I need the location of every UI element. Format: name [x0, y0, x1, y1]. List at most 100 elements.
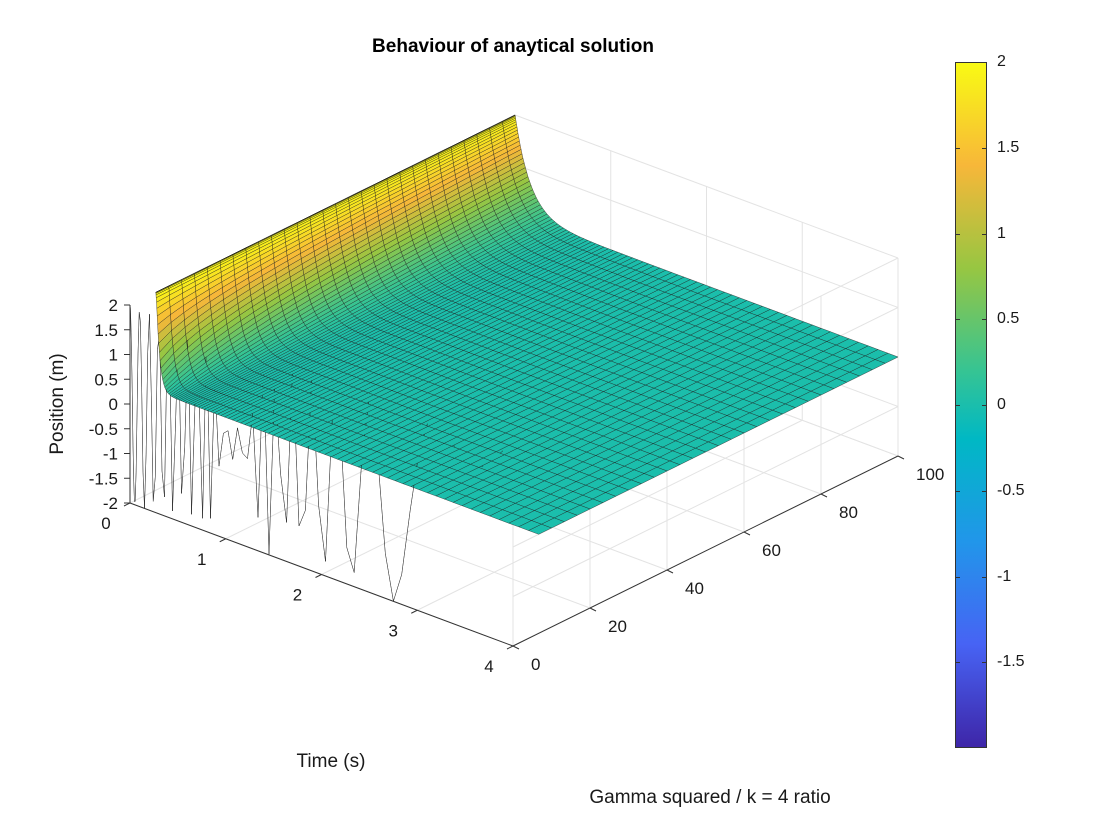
surface-patch: [393, 574, 402, 602]
y-axis-label: Gamma squared / k = 4 ratio: [589, 787, 830, 808]
surface-patch: [147, 314, 150, 353]
surface-patch: [206, 260, 220, 268]
y-tick-mark: [666, 569, 674, 574]
colorbar-tick-mark: [982, 319, 987, 321]
surface-patch: [181, 273, 195, 280]
surface-patch: [155, 285, 169, 293]
surface-patch: [283, 222, 297, 230]
colorbar-tick-mark: [955, 405, 960, 406]
surface-patch: [137, 311, 140, 354]
axes: [123, 304, 905, 650]
surface-patch: [271, 228, 285, 236]
surface-patch: [138, 311, 141, 322]
surface-patch: [161, 470, 165, 497]
y-tick-label: 60: [762, 541, 781, 560]
surface-patch: [450, 140, 464, 147]
z-tick-label: 0: [109, 395, 118, 414]
colorbar-tick-mark: [982, 405, 987, 406]
x-tick-mark: [123, 502, 131, 507]
surface-patch: [159, 334, 163, 472]
surface-patch: [191, 400, 196, 515]
y-tick-mark: [512, 645, 520, 650]
y-tick-label: 100: [916, 465, 944, 484]
surface-patch: [318, 505, 326, 562]
y-tick-label: 0: [531, 655, 540, 674]
z-tick-label: -0.5: [89, 420, 118, 439]
colorbar-tick-label: 0.5: [997, 310, 1020, 328]
surface-patch: [181, 447, 185, 494]
surface-patch: [373, 178, 387, 185]
surface-plot: [129, 114, 899, 602]
surface-patch: [309, 209, 323, 217]
surface-patch: [502, 114, 516, 122]
colorbar-tick-mark: [955, 62, 960, 63]
surface-patch: [252, 413, 259, 518]
surface-patch: [353, 461, 362, 573]
z-tick-label: -1: [103, 445, 118, 464]
colorbar-tick-label: 0: [997, 396, 1006, 413]
surface-patch: [227, 430, 233, 460]
y-tick-mark: [743, 531, 751, 536]
surface-patch: [152, 476, 156, 502]
colorbar-tick-mark: [955, 576, 960, 578]
z-tick-label: 2: [109, 296, 118, 315]
colorbar-tick-mark: [982, 576, 987, 578]
surface-patch: [322, 203, 336, 211]
x-axis-label: Time (s): [297, 751, 366, 772]
surface-patch: [348, 190, 362, 198]
surface-patch: [489, 121, 503, 128]
surface-patch: [140, 321, 142, 388]
z-tick-label: 1.5: [94, 321, 118, 340]
colorbar-tick-label: 1.5: [997, 138, 1020, 156]
x-tick-mark: [506, 645, 514, 650]
z-axis-label: Position (m): [47, 353, 68, 454]
surface-patch: [135, 417, 138, 473]
surface-patch: [425, 152, 439, 160]
surface-patch: [476, 127, 490, 135]
surface-patch: [385, 553, 394, 602]
x-tick-mark: [411, 609, 418, 614]
x-tick-label: 2: [293, 586, 302, 605]
surface-patch: [242, 452, 248, 459]
y-tick-label: 40: [685, 579, 704, 598]
colorbar-tick-mark: [955, 490, 960, 492]
surface-patch: [258, 235, 272, 242]
surface-patch: [463, 133, 477, 141]
surface-patch: [346, 547, 355, 573]
colorbar-tick-label: 2: [997, 53, 1006, 70]
surface-patch: [151, 395, 154, 502]
x-tick-mark: [219, 538, 226, 543]
x-tick-label: 4: [484, 657, 493, 676]
colorbar-tick-mark: [955, 662, 960, 664]
z-tick-label: 1: [109, 346, 118, 365]
surface-patch: [437, 146, 451, 154]
surface-patch: [218, 433, 224, 467]
surface-patch: [386, 171, 400, 179]
colorbar-tick-mark: [955, 147, 960, 149]
surface-patch: [247, 413, 253, 459]
colorbar-tick-label: 1: [997, 224, 1006, 242]
colorbar-tick-mark: [955, 233, 960, 235]
surface-patch: [149, 314, 152, 396]
surface-patch: [360, 184, 374, 192]
colorbar-tick-mark: [982, 233, 987, 235]
surface-patch: [136, 353, 139, 418]
surface-patch: [401, 510, 411, 575]
x-tick-label: 0: [101, 514, 110, 533]
surface-patch: [298, 510, 306, 527]
x-tick-label: 1: [197, 550, 206, 569]
surface-patch: [145, 352, 148, 455]
surface-patch: [232, 427, 238, 460]
y-axis-line: [512, 455, 899, 647]
surface-patch: [141, 387, 144, 473]
surface-patch: [237, 427, 243, 453]
surface-patch: [223, 430, 229, 434]
surface-patch: [198, 387, 203, 519]
surface-patch: [280, 473, 287, 523]
surface-patch: [232, 247, 246, 255]
surface-patch: [245, 241, 259, 249]
surface-patch: [134, 472, 137, 502]
colorbar-tick-mark: [982, 147, 987, 149]
